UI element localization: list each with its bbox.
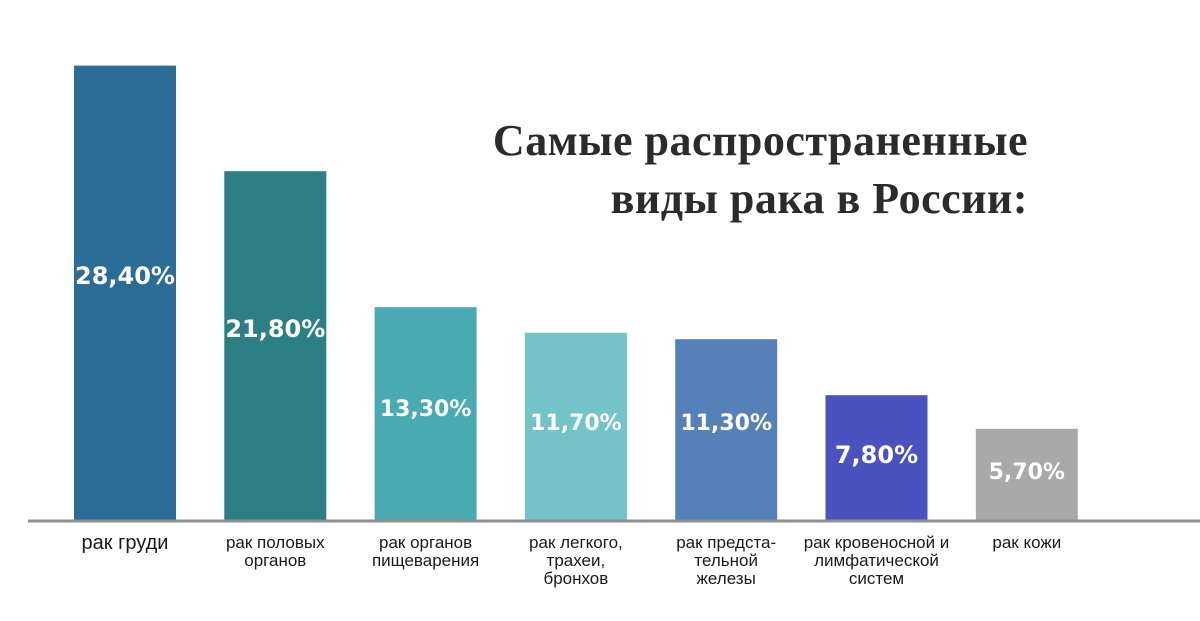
category-label-line: рак груди bbox=[82, 532, 169, 554]
category-label-1: рак груди bbox=[82, 532, 169, 554]
bar-4 bbox=[524, 332, 627, 520]
category-label-line: органов bbox=[244, 551, 306, 570]
category-label-line: трахеи, bbox=[547, 551, 606, 570]
bar-6 bbox=[825, 395, 928, 520]
category-label-line: рак легкого, bbox=[529, 533, 623, 552]
bar-value-label-5: 11,30% bbox=[680, 411, 772, 436]
bar-value-label-2: 21,80% bbox=[225, 315, 325, 343]
chart-title-line-2: виды рака в России: bbox=[610, 174, 1028, 223]
bar-value-label-4: 11,70% bbox=[530, 411, 622, 436]
category-label-line: рак кровеносной и bbox=[804, 533, 950, 552]
category-label-line: систем bbox=[849, 569, 904, 588]
category-label-3: рак органов пищеварения bbox=[372, 533, 479, 570]
category-label-line: лимфатической bbox=[814, 551, 939, 570]
bar-value-label-1: 28,40% bbox=[75, 262, 175, 290]
category-label-line: железы bbox=[697, 569, 756, 588]
bar-7 bbox=[975, 428, 1078, 520]
bar-3 bbox=[374, 307, 477, 520]
category-label-line: рак органов bbox=[379, 533, 472, 552]
bar-5 bbox=[675, 339, 778, 520]
category-label-4: рак легкого, трахеи, бронхов bbox=[529, 533, 623, 588]
category-label-5: рак предста-тельной железы bbox=[676, 533, 776, 588]
chart-title-line-1: Самые распространенные bbox=[492, 116, 1028, 165]
bar-1 bbox=[74, 65, 176, 520]
category-label-line: рак кожи bbox=[992, 533, 1061, 552]
category-label-line: рак предста- bbox=[676, 533, 776, 552]
chart-title: Самые распространенные виды рака в Росси… bbox=[493, 112, 1028, 228]
bar-value-label-3: 13,30% bbox=[380, 397, 472, 422]
category-label-6: рак кровеносной и лимфатической систем bbox=[804, 533, 950, 588]
category-label-2: рак половых органов bbox=[226, 533, 325, 570]
bar-value-label-6: 7,80% bbox=[835, 441, 918, 469]
category-label-7: рак кожи bbox=[992, 533, 1061, 552]
category-label-line: бронхов bbox=[543, 569, 608, 588]
bar-value-label-7: 5,70% bbox=[989, 460, 1065, 485]
category-label-line: рак половых bbox=[226, 533, 325, 552]
category-label-line: тельной bbox=[694, 551, 758, 570]
bar-2 bbox=[224, 171, 327, 520]
category-label-line: пищеварения bbox=[372, 551, 479, 570]
